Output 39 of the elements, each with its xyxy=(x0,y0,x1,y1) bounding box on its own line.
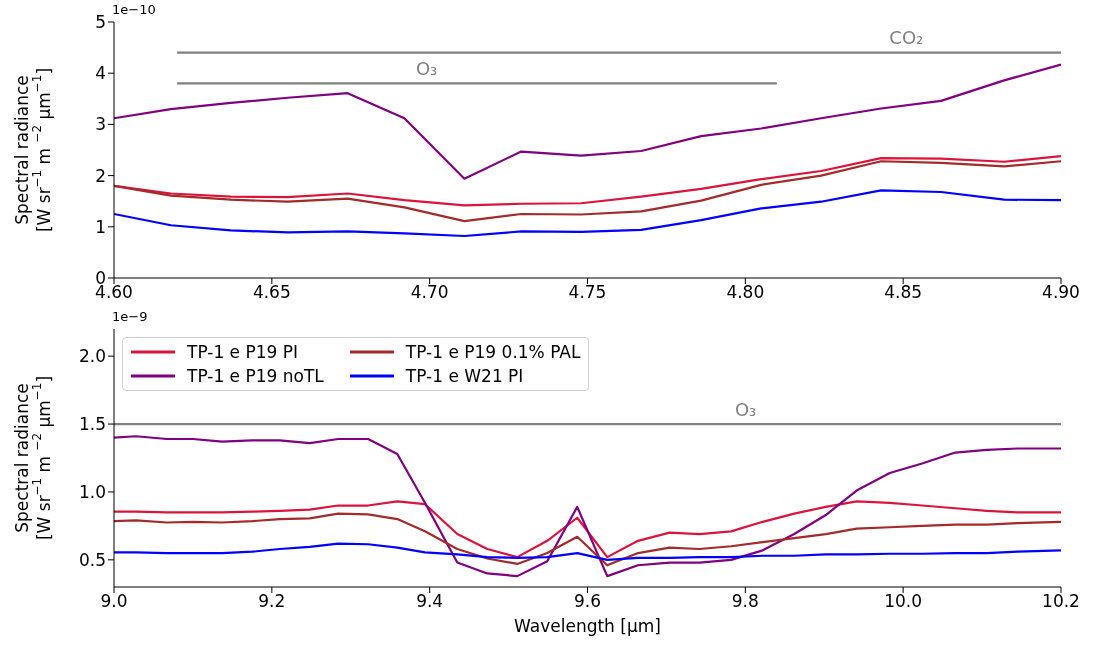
x-tick-label: 4.90 xyxy=(1042,282,1080,303)
x-tick-label: 9.2 xyxy=(258,591,286,612)
y-tick-label: 1.0 xyxy=(78,481,106,502)
y-tick-label: 2 xyxy=(95,165,106,186)
y-tick-label: 5 xyxy=(95,12,106,32)
line-series xyxy=(114,435,1061,578)
x-tick-label: 10.2 xyxy=(1042,591,1080,612)
line-series xyxy=(114,63,1061,180)
legend-label: TP-1 e P19 PI xyxy=(187,342,299,362)
text: 1e−10 xyxy=(112,2,156,17)
series-label: O₃ xyxy=(734,398,757,420)
legend-label: TP-1 e P19 noTL xyxy=(187,366,324,386)
x-tick-label: 9.8 xyxy=(731,591,759,612)
x-tick-label: 10.0 xyxy=(884,591,923,612)
line-series xyxy=(114,160,1061,223)
y-tick-label: 1.5 xyxy=(78,414,106,435)
y-tick-label: 4 xyxy=(95,63,106,84)
y-tick-label: 0.5 xyxy=(78,549,106,570)
x-tick-label: 9.0 xyxy=(100,591,128,612)
line-series xyxy=(114,512,1061,567)
legend-label: TP-1 e W21 PI xyxy=(405,366,524,386)
line-series xyxy=(114,189,1061,238)
series-label: O₃ xyxy=(415,57,438,79)
series-label: CO₂ xyxy=(889,27,924,49)
x-tick-label: 4.65 xyxy=(252,282,291,303)
line-series xyxy=(114,500,1061,559)
x-axis-title: Wavelength [µm] xyxy=(514,616,661,636)
x-tick-label: 4.75 xyxy=(568,282,607,303)
x-tick-label: 9.6 xyxy=(573,591,602,612)
x-tick-label: 9.4 xyxy=(416,591,444,612)
x-tick-label: 4.85 xyxy=(884,282,923,303)
y-tick-label: 1 xyxy=(95,216,106,237)
legend-label: TP-1 e P19 0.1% PAL xyxy=(405,342,581,362)
y-tick-label: 3 xyxy=(95,114,106,135)
line-series xyxy=(114,542,1061,561)
y-tick-label: 2.0 xyxy=(78,346,106,367)
text: 1e−9 xyxy=(112,309,148,324)
x-tick-label: 4.80 xyxy=(726,282,765,303)
x-tick-label: 4.70 xyxy=(410,282,449,303)
